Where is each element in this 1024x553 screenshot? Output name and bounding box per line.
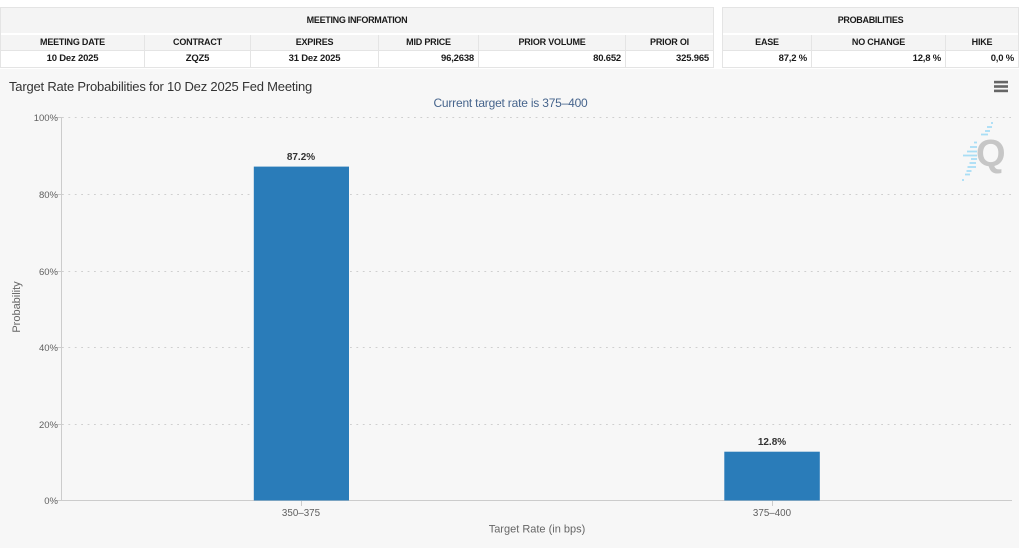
svg-text:Target Rate (in bps): Target Rate (in bps): [489, 524, 586, 536]
svg-text:375–400: 375–400: [753, 508, 792, 519]
svg-text:80%: 80%: [39, 190, 59, 201]
svg-text:20%: 20%: [39, 420, 59, 431]
svg-text:60%: 60%: [39, 267, 59, 278]
svg-text:87.2%: 87.2%: [287, 152, 315, 163]
svg-text:Probability: Probability: [11, 281, 23, 333]
svg-text:100%: 100%: [34, 113, 59, 124]
svg-text:12.8%: 12.8%: [758, 437, 786, 448]
svg-text:0%: 0%: [44, 496, 58, 507]
svg-text:Q: Q: [976, 133, 1006, 175]
svg-text:350–375: 350–375: [282, 508, 321, 519]
svg-text:40%: 40%: [39, 343, 59, 354]
